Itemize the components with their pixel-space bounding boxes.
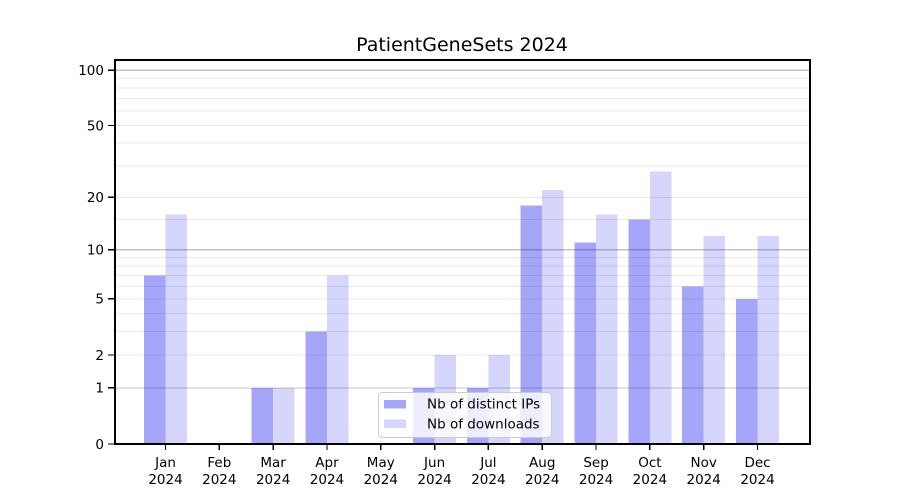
bar-dec-distinct-ips bbox=[736, 298, 758, 444]
y-tick-label: 2 bbox=[95, 348, 104, 364]
bar-oct-distinct-ips bbox=[628, 219, 650, 444]
bar-mar-downloads bbox=[273, 387, 295, 444]
legend-swatch-distinct-ips bbox=[384, 400, 406, 409]
bar-mar-distinct-ips bbox=[251, 387, 274, 444]
axis-ticks: 0125102050100Jan2024Feb2024Mar2024Apr202… bbox=[78, 63, 774, 488]
x-tick-label-year: 2024 bbox=[148, 472, 182, 488]
bar-apr-downloads bbox=[326, 275, 349, 444]
x-tick-label-year: 2024 bbox=[579, 472, 613, 488]
x-tick-label-month: Jul bbox=[479, 455, 496, 471]
chart-title: PatientGeneSets 2024 bbox=[356, 34, 568, 56]
x-tick-label-month: Nov bbox=[691, 455, 717, 471]
x-tick-label-year: 2024 bbox=[740, 472, 774, 488]
y-tick-label: 50 bbox=[87, 118, 104, 134]
x-tick-label-month: Jan bbox=[154, 455, 176, 471]
axes-frame bbox=[114, 59, 811, 445]
bar-dec-downloads bbox=[757, 236, 779, 444]
bar-aug-distinct-ips bbox=[520, 205, 543, 444]
x-tick-label-year: 2024 bbox=[687, 472, 721, 488]
plot-frame bbox=[114, 59, 811, 445]
y-tick-label: 0 bbox=[95, 437, 104, 453]
bar-sep-downloads bbox=[596, 214, 618, 444]
bar-aug-downloads bbox=[542, 190, 564, 444]
y-tick-label: 1 bbox=[95, 381, 104, 397]
x-tick-label-month: Feb bbox=[207, 455, 231, 471]
x-tick-label-year: 2024 bbox=[633, 472, 667, 488]
x-tick-label-year: 2024 bbox=[364, 472, 398, 488]
legend-label-distinct-ips: Nb of distinct IPs bbox=[427, 397, 540, 413]
x-tick-label-month: May bbox=[367, 455, 395, 471]
y-tick-label: 10 bbox=[87, 243, 104, 259]
bar-nov-downloads bbox=[703, 236, 726, 444]
x-tick-label-year: 2024 bbox=[525, 472, 559, 488]
legend-label-downloads: Nb of downloads bbox=[427, 417, 540, 433]
y-tick-label: 5 bbox=[95, 292, 104, 308]
x-tick-label-year: 2024 bbox=[310, 472, 344, 488]
legend-box bbox=[378, 392, 552, 438]
y-tick-label: 20 bbox=[87, 190, 104, 206]
x-tick-label-month: Aug bbox=[529, 455, 555, 471]
y-tick-label: 100 bbox=[78, 63, 104, 79]
x-tick-label-month: Mar bbox=[260, 455, 286, 471]
bar-apr-distinct-ips bbox=[305, 331, 327, 444]
x-tick-label-month: Jun bbox=[423, 455, 445, 471]
x-tick-label-month: Apr bbox=[315, 455, 339, 471]
x-tick-label-year: 2024 bbox=[202, 472, 236, 488]
bar-nov-distinct-ips bbox=[682, 286, 704, 444]
gridlines bbox=[115, 69, 810, 389]
x-tick-label-month: Sep bbox=[583, 455, 608, 471]
x-tick-label-month: Oct bbox=[638, 455, 661, 471]
x-tick-label-year: 2024 bbox=[256, 472, 290, 488]
legend-swatch-downloads bbox=[384, 419, 406, 428]
bar-jan-distinct-ips bbox=[144, 275, 166, 444]
bars bbox=[144, 171, 779, 445]
bar-sep-distinct-ips bbox=[574, 242, 597, 444]
x-tick-label-year: 2024 bbox=[471, 472, 505, 488]
bar-oct-downloads bbox=[649, 171, 672, 445]
legend: Nb of distinct IPs Nb of downloads bbox=[378, 392, 552, 438]
bar-jan-downloads bbox=[165, 214, 187, 444]
x-tick-label-month: Dec bbox=[744, 455, 770, 471]
x-tick-label-year: 2024 bbox=[417, 472, 451, 488]
